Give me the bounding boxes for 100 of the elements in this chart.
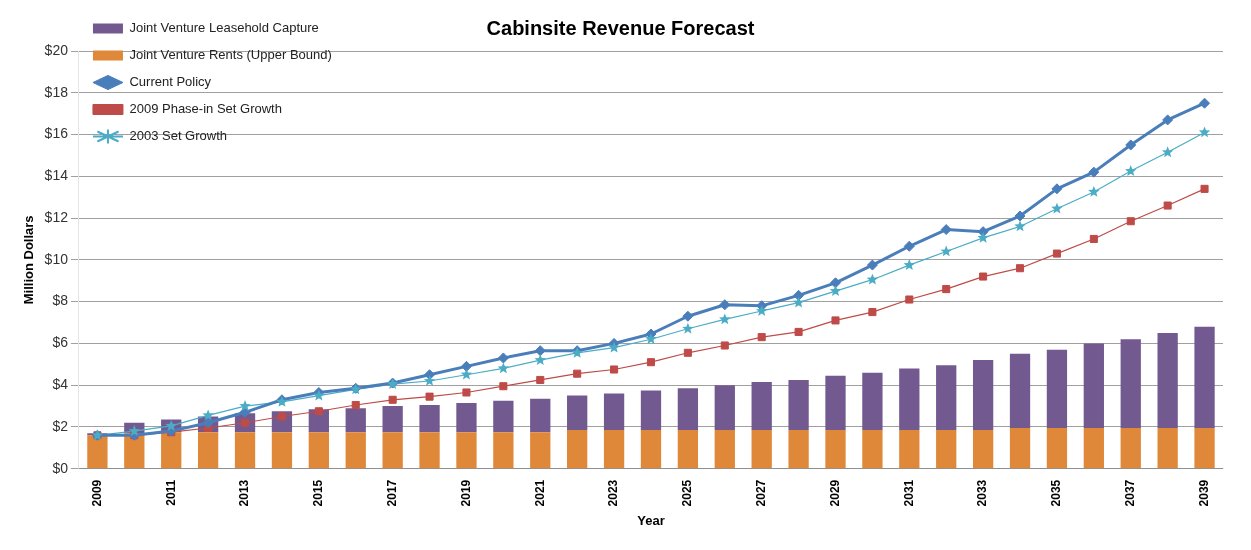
y-tick-label: $6 — [52, 334, 69, 351]
point — [425, 392, 434, 401]
x-axis-title: Year — [637, 512, 665, 528]
point — [1052, 249, 1061, 258]
bar — [751, 382, 772, 431]
x-tick-label: 2035 — [1049, 479, 1064, 507]
x-tick-label: 2015 — [311, 479, 326, 507]
point — [719, 313, 731, 325]
point — [1161, 146, 1174, 158]
point — [460, 360, 472, 372]
x-tick-label: 2039 — [1196, 479, 1211, 507]
y-tick-label: $20 — [44, 41, 69, 58]
point — [1015, 264, 1025, 273]
bar — [234, 432, 256, 469]
bar — [788, 430, 809, 469]
point — [830, 277, 841, 289]
point — [905, 295, 914, 304]
point — [1051, 183, 1063, 195]
bar — [677, 430, 699, 469]
point — [940, 224, 952, 236]
bar — [456, 432, 477, 469]
point — [1088, 185, 1100, 197]
bar — [751, 430, 772, 469]
point — [1163, 201, 1172, 210]
point — [239, 400, 251, 411]
point — [497, 362, 510, 374]
point — [940, 245, 952, 257]
x-tick-label: 2009 — [89, 479, 104, 507]
point — [1126, 217, 1135, 226]
point — [755, 305, 768, 316]
bar — [382, 406, 403, 433]
x-tick-label: 2025 — [680, 479, 695, 507]
point — [792, 296, 805, 308]
x-tick-label: 2027 — [754, 479, 769, 507]
bar — [640, 390, 662, 431]
point — [534, 354, 546, 365]
point — [534, 345, 546, 357]
bar — [493, 400, 514, 433]
bar — [1194, 326, 1215, 428]
bar — [899, 368, 920, 431]
point — [1200, 184, 1209, 193]
point — [646, 358, 656, 367]
y-tick-label: $4 — [52, 376, 69, 393]
bar — [788, 379, 809, 431]
point — [128, 425, 141, 436]
bar — [677, 388, 699, 431]
chart-title: Cabinsite Revenue Forecast — [486, 16, 755, 39]
point — [942, 285, 951, 294]
point — [573, 369, 582, 378]
y-tick-label: $2 — [52, 417, 69, 434]
bar — [1046, 427, 1068, 469]
point — [462, 388, 471, 397]
bar — [1009, 353, 1031, 428]
bar — [862, 372, 883, 431]
point — [1162, 114, 1174, 126]
y-tick-label: $14 — [44, 167, 69, 184]
point — [683, 348, 692, 357]
x-tick-label: 2033 — [975, 479, 990, 507]
bar — [530, 398, 551, 433]
x-tick-label: 2019 — [458, 479, 473, 507]
bar — [1157, 332, 1178, 428]
bar — [936, 365, 957, 431]
bar — [640, 430, 662, 469]
point — [423, 374, 436, 386]
bar — [493, 432, 514, 469]
x-tick-label: 2011 — [163, 479, 178, 506]
point — [1199, 97, 1211, 109]
point — [388, 395, 397, 404]
point — [757, 333, 766, 342]
bar — [345, 408, 366, 433]
bar — [345, 432, 366, 469]
legend-label: Joint Venture Leasehold Capture — [129, 20, 319, 36]
bar — [825, 430, 846, 469]
point — [829, 285, 842, 297]
bar — [714, 385, 735, 431]
y-tick-label: $0 — [52, 459, 69, 476]
bar — [862, 430, 883, 469]
point — [866, 259, 878, 271]
bar — [530, 432, 551, 469]
point — [610, 365, 619, 374]
point — [314, 407, 323, 416]
y-axis-title: Million Dollars — [21, 215, 37, 305]
y-tick-label: $12 — [44, 208, 69, 225]
x-tick-label: 2013 — [237, 479, 252, 507]
point — [536, 375, 545, 384]
bar — [271, 432, 293, 469]
point — [794, 327, 803, 336]
point — [1089, 234, 1098, 243]
point — [903, 240, 915, 252]
point — [979, 272, 988, 281]
bar — [456, 402, 477, 433]
bar — [1120, 339, 1141, 428]
point — [351, 400, 360, 410]
point — [903, 259, 916, 270]
bar — [1083, 343, 1104, 428]
x-tick-label: 2023 — [606, 479, 621, 507]
point — [682, 310, 694, 322]
x-tick-label: 2029 — [827, 479, 842, 507]
point — [608, 341, 620, 353]
bar — [419, 405, 440, 433]
